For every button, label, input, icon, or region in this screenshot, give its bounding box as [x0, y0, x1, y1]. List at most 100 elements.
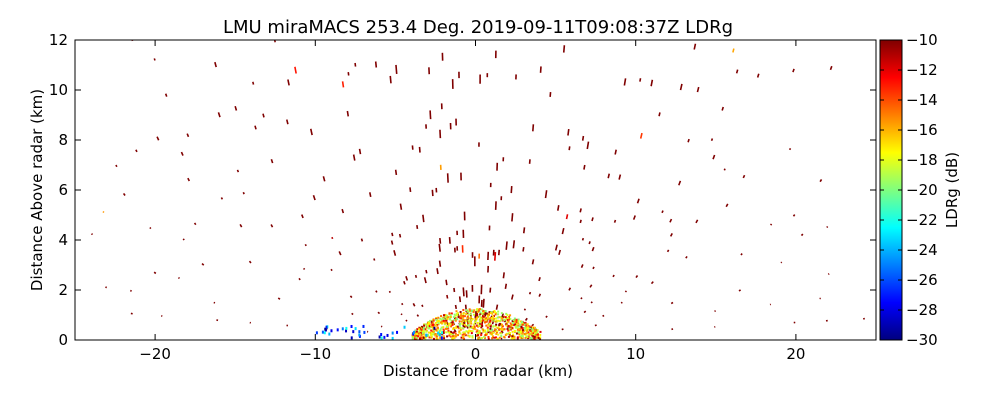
ldr-mark — [464, 325, 467, 328]
ldr-mark — [592, 266, 595, 270]
ldr-mark — [287, 79, 290, 86]
ldr-mark — [650, 79, 654, 87]
ldr-mark — [477, 337, 480, 340]
ldr-mark — [433, 326, 436, 330]
ldr-mark — [469, 320, 472, 323]
ldr-mark — [446, 326, 449, 329]
ldr-mark — [507, 329, 510, 332]
ldr-mark — [465, 309, 468, 312]
ldr-mark — [438, 333, 441, 337]
ldr-mark — [712, 154, 716, 160]
ldr-mark — [459, 326, 462, 329]
ldr-mark — [412, 303, 416, 307]
ldr-mark — [153, 58, 156, 61]
ldr-mark — [474, 328, 477, 331]
ldr-mark — [469, 317, 472, 320]
ldr-mark — [539, 330, 542, 333]
ldr-mark — [484, 321, 487, 324]
ldr-mark — [518, 335, 521, 338]
ldr-mark — [613, 219, 617, 223]
ldr-mark — [423, 277, 427, 284]
ldr-mark — [505, 318, 508, 321]
ldr-mark — [502, 315, 505, 318]
ldr-mark — [508, 332, 511, 335]
ldr-mark — [524, 317, 528, 321]
ldr-mark — [358, 330, 361, 334]
ldr-mark — [497, 333, 500, 336]
ldr-mark — [441, 320, 444, 323]
ldr-mark — [442, 316, 445, 319]
ldr-mark — [523, 327, 526, 330]
ldr-mark — [512, 321, 515, 324]
ldr-mark — [431, 327, 434, 330]
ldr-mark — [458, 296, 462, 303]
ldr-mark — [519, 329, 522, 332]
ldr-mark — [380, 333, 383, 337]
ldr-mark — [732, 48, 735, 53]
ldr-mark — [482, 315, 485, 318]
ldr-mark — [531, 259, 535, 265]
ldr-mark — [556, 205, 560, 211]
ldr-mark — [819, 179, 823, 183]
ldr-mark — [498, 322, 501, 325]
y-tick-label: 8 — [58, 131, 68, 149]
ldr-mark — [530, 330, 533, 333]
ldr-mark — [187, 177, 191, 182]
ldr-mark — [509, 322, 512, 325]
ldr-mark — [589, 284, 593, 288]
ldr-mark — [521, 334, 524, 337]
ldr-mark — [523, 308, 526, 311]
ldr-mark — [473, 321, 476, 324]
ldr-mark — [475, 319, 478, 322]
ldr-mark — [685, 255, 688, 259]
ldr-mark — [409, 187, 412, 193]
ldr-mark — [439, 317, 442, 320]
ldr-mark — [505, 333, 508, 336]
ldr-mark — [513, 329, 516, 332]
ldr-mark — [439, 328, 442, 331]
ldr-mark — [386, 333, 389, 337]
ldr-mark — [562, 45, 566, 53]
ldr-mark — [780, 261, 783, 264]
ldr-mark — [479, 318, 482, 321]
ldr-mark — [217, 112, 221, 118]
ldr-mark — [614, 149, 617, 155]
ldr-mark — [430, 320, 433, 323]
ldr-mark — [472, 313, 475, 316]
y-axis-label: Distance Above radar (km) — [28, 89, 46, 291]
ldr-mark — [467, 330, 470, 333]
ldr-mark — [502, 272, 505, 279]
ldr-mark — [529, 327, 532, 330]
colorbar-tick-label: −30 — [906, 331, 938, 349]
ldr-mark — [516, 321, 519, 324]
ldr-mark — [479, 324, 482, 327]
ldr-mark — [485, 324, 488, 327]
ldr-mark — [418, 333, 421, 336]
ldr-mark — [524, 336, 527, 339]
ldr-mark — [462, 316, 465, 319]
y-tick-label: 6 — [58, 181, 68, 199]
ldr-mark — [186, 133, 190, 138]
ldr-mark — [594, 324, 597, 327]
ldr-mark — [520, 327, 523, 330]
ldr-mark — [391, 331, 394, 335]
ldr-mark — [480, 326, 483, 329]
ldr-mark — [298, 277, 301, 281]
ldr-mark — [454, 314, 457, 317]
ldr-mark — [756, 73, 760, 78]
ldr-mark — [501, 319, 504, 322]
ldr-mark — [460, 320, 463, 323]
ldr-mark — [423, 324, 426, 327]
ldr-mark — [500, 334, 503, 337]
ldr-mark — [522, 227, 526, 234]
ldr-mark — [482, 329, 485, 332]
ldr-mark — [531, 330, 534, 333]
ldr-mark — [492, 310, 495, 313]
ldr-mark — [497, 310, 500, 313]
ldr-mark — [488, 312, 491, 315]
ldr-mark — [420, 325, 423, 328]
ldr-mark — [452, 335, 455, 338]
ldr-mark — [441, 331, 444, 335]
ldr-mark — [583, 310, 587, 314]
ldr-mark — [725, 203, 729, 208]
